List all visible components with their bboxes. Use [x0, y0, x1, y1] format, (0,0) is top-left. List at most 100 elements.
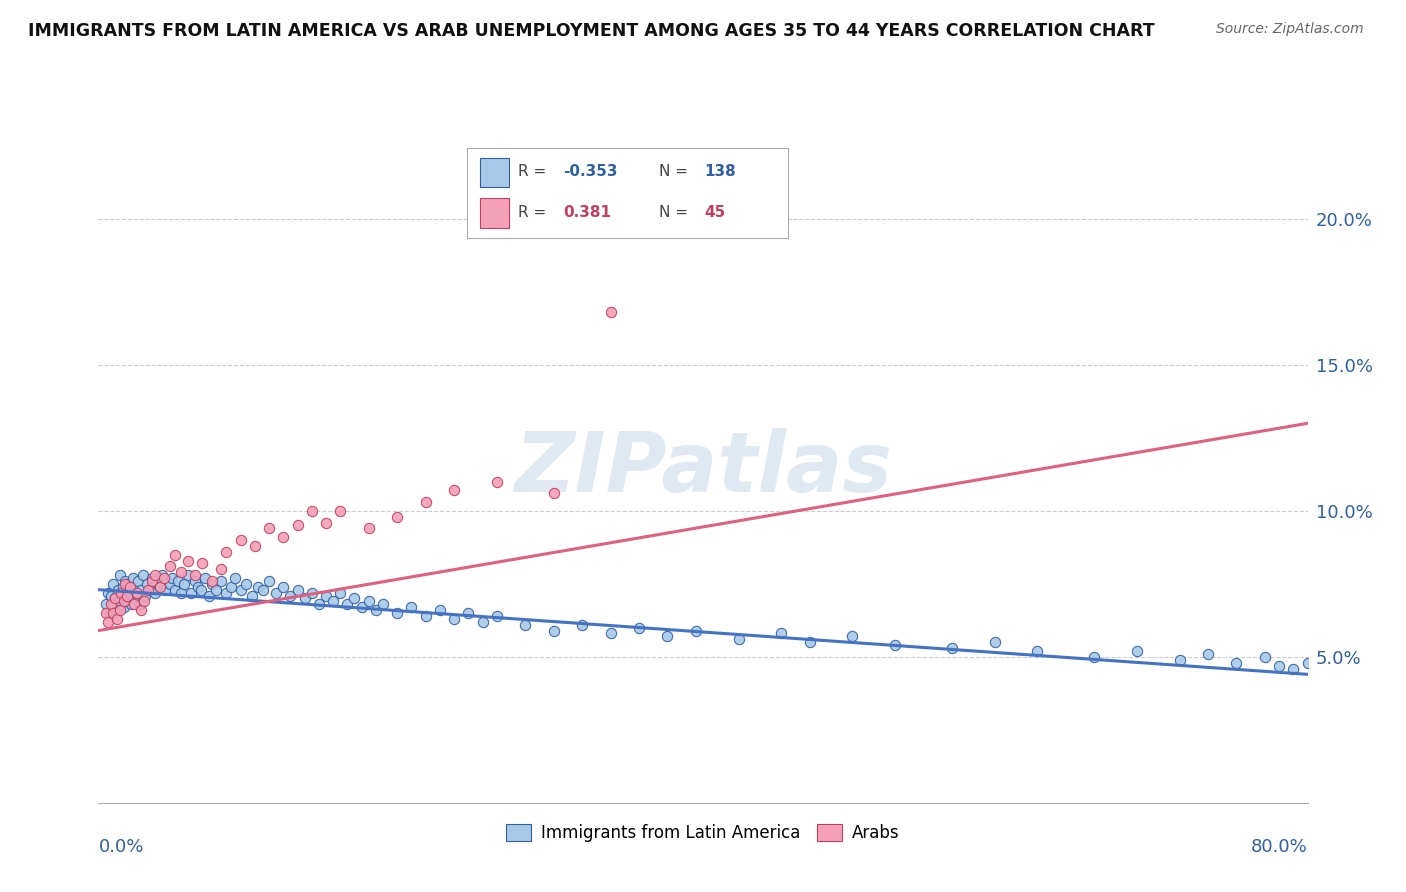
- Point: [97, 585, 120, 599]
- Point: [132, 594, 155, 608]
- Point: [173, 577, 195, 591]
- Point: [941, 641, 963, 656]
- Point: [770, 626, 793, 640]
- Point: [125, 585, 148, 599]
- Point: [543, 624, 565, 638]
- Point: [385, 606, 408, 620]
- Point: [229, 533, 252, 547]
- Point: [94, 606, 117, 620]
- Point: [143, 568, 166, 582]
- Point: [385, 509, 408, 524]
- Point: [167, 574, 190, 588]
- Point: [224, 571, 246, 585]
- Point: [273, 530, 295, 544]
- Point: [134, 589, 156, 603]
- Point: [571, 617, 593, 632]
- Point: [727, 632, 749, 647]
- Text: IMMIGRANTS FROM LATIN AMERICA VS ARAB UNEMPLOYMENT AMONG AGES 35 TO 44 YEARS COR: IMMIGRANTS FROM LATIN AMERICA VS ARAB UN…: [28, 22, 1154, 40]
- Point: [122, 580, 145, 594]
- Point: [152, 568, 174, 582]
- Point: [120, 597, 142, 611]
- Point: [107, 582, 129, 597]
- Point: [145, 574, 167, 588]
- Point: [1168, 653, 1191, 667]
- Point: [194, 571, 217, 585]
- Point: [485, 475, 508, 489]
- Point: [159, 577, 181, 591]
- Point: [350, 600, 373, 615]
- Point: [1268, 658, 1291, 673]
- Point: [1225, 656, 1247, 670]
- Point: [108, 568, 131, 582]
- Point: [1296, 656, 1319, 670]
- Point: [177, 568, 200, 582]
- Point: [141, 574, 163, 588]
- Point: [415, 495, 437, 509]
- Point: [336, 597, 359, 611]
- Point: [108, 594, 131, 608]
- Point: [429, 603, 451, 617]
- Point: [841, 629, 863, 643]
- Point: [401, 600, 423, 615]
- Point: [287, 518, 309, 533]
- Point: [121, 571, 143, 585]
- Text: 0.0%: 0.0%: [98, 838, 143, 856]
- Point: [364, 603, 387, 617]
- Point: [184, 574, 207, 588]
- Point: [129, 582, 152, 597]
- Point: [799, 635, 821, 649]
- Point: [257, 521, 280, 535]
- Point: [209, 574, 232, 588]
- Point: [884, 638, 907, 652]
- Point: [165, 548, 187, 562]
- Point: [627, 621, 650, 635]
- Point: [129, 603, 152, 617]
- Point: [101, 597, 124, 611]
- Point: [543, 486, 565, 500]
- Point: [97, 615, 120, 629]
- Point: [443, 612, 465, 626]
- Point: [115, 582, 138, 597]
- Point: [287, 582, 309, 597]
- Point: [215, 545, 238, 559]
- Point: [111, 580, 134, 594]
- Point: [485, 609, 508, 624]
- Point: [1026, 644, 1049, 658]
- Point: [115, 589, 138, 603]
- Point: [100, 597, 122, 611]
- Point: [201, 574, 224, 588]
- Point: [131, 568, 153, 582]
- Point: [515, 617, 537, 632]
- Point: [273, 580, 295, 594]
- Point: [357, 594, 380, 608]
- Point: [443, 483, 465, 498]
- Point: [128, 597, 150, 611]
- Point: [105, 612, 128, 626]
- Point: [184, 568, 207, 582]
- Point: [1254, 649, 1277, 664]
- Point: [177, 553, 200, 567]
- Point: [308, 597, 330, 611]
- Point: [153, 571, 176, 585]
- Point: [205, 582, 228, 597]
- Point: [357, 521, 380, 535]
- Point: [124, 585, 146, 599]
- Point: [104, 591, 127, 606]
- Point: [315, 589, 337, 603]
- Point: [215, 585, 238, 599]
- Point: [1197, 647, 1219, 661]
- Point: [122, 591, 145, 606]
- Point: [122, 597, 145, 611]
- Point: [329, 504, 352, 518]
- Point: [329, 585, 352, 599]
- Point: [110, 589, 132, 603]
- Point: [343, 591, 366, 606]
- Point: [114, 574, 136, 588]
- Point: [149, 580, 172, 594]
- Point: [138, 582, 160, 597]
- Point: [115, 594, 138, 608]
- Point: [257, 574, 280, 588]
- Point: [94, 597, 117, 611]
- Point: [1083, 649, 1105, 664]
- Point: [112, 594, 135, 608]
